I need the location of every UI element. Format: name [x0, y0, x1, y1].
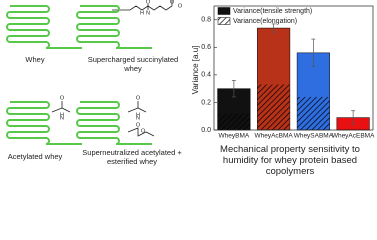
y-axis-label: Variance [a.u]	[191, 46, 200, 95]
atom: O	[178, 3, 183, 9]
bar-hatched	[257, 84, 290, 130]
legend-swatch	[217, 17, 231, 25]
label: Acetylated whey	[7, 152, 63, 161]
y-tick-label: 0.8	[201, 17, 211, 24]
atom: N	[136, 115, 140, 121]
label: Superneutralized acetylated + esterified…	[82, 148, 182, 166]
x-tick-label: WheyAcEBMA	[332, 133, 375, 140]
protein	[6, 5, 82, 49]
label: Supercharged succinylated whey	[87, 55, 179, 73]
x-tick-label: WheySABMA	[294, 133, 334, 140]
protein	[76, 101, 152, 145]
atom: O	[60, 95, 65, 101]
structures	[51, 0, 173, 137]
x-tick-label: WheyBMA	[219, 133, 250, 140]
atom: N	[60, 115, 64, 121]
acetyl	[137, 107, 147, 113]
atom: O	[141, 128, 146, 134]
atom: H	[60, 112, 64, 118]
y-tick-label: 0.2	[201, 99, 211, 106]
bar-hatched	[297, 96, 330, 130]
y-tick-label: 0.6	[201, 44, 211, 51]
legend-label: Variance(elongation)	[233, 18, 297, 25]
ester	[127, 127, 155, 137]
atom: O	[136, 95, 141, 101]
bar-hatched	[217, 113, 251, 130]
protein	[76, 5, 152, 49]
atom: O	[170, 0, 175, 5]
chart: Variance [a.u] 0.0 0.2 0.4 0.6 0.8 WheyBMA Whe…	[191, 5, 375, 140]
plot-frame	[213, 5, 374, 131]
atom: N	[146, 10, 150, 16]
atom: H	[140, 10, 144, 16]
protein	[6, 101, 82, 145]
legend-swatch	[217, 7, 231, 15]
label: Whey	[25, 55, 45, 64]
atom: H	[136, 112, 140, 118]
legend-label: Variance(tensile strength)	[233, 8, 312, 15]
atom: O	[146, 0, 151, 5]
y-tick-label: 0.0	[201, 127, 211, 134]
x-tick-label: WheyAcBMA	[254, 133, 293, 140]
chart-title: Mechanical property sensitivity to humid…	[220, 144, 360, 177]
atom: O	[136, 122, 141, 128]
y-tick-label: 0.4	[201, 72, 211, 79]
acetyl	[61, 107, 71, 113]
